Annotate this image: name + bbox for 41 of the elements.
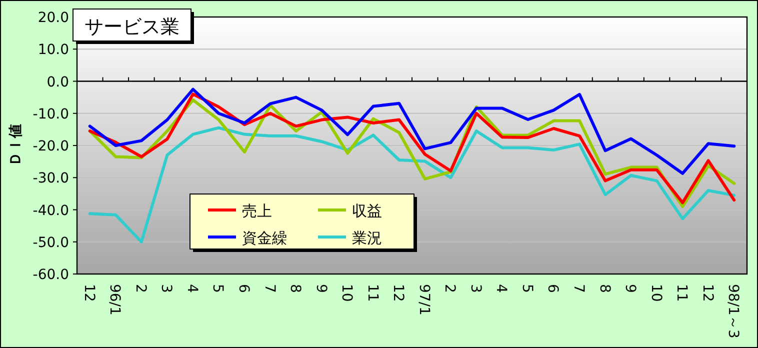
x-tick-label: 4 bbox=[184, 284, 200, 293]
x-tick-label: 5 bbox=[210, 284, 226, 293]
y-tick-label: -40.0 bbox=[32, 202, 69, 219]
y-tick-label: 20.0 bbox=[38, 10, 69, 26]
y-tick-label: 0.0 bbox=[46, 74, 69, 90]
legend-label: 売上 bbox=[242, 202, 272, 220]
x-tick-label: 98/1～3 bbox=[725, 284, 742, 338]
y-tick-label: -20.0 bbox=[32, 138, 69, 154]
y-tick-label: -30.0 bbox=[32, 170, 69, 187]
y-tick-label: -60.0 bbox=[32, 267, 69, 283]
chart-title: サービス業 bbox=[84, 16, 180, 38]
legend-label: 業況 bbox=[352, 229, 382, 247]
x-tick-label: 10 bbox=[338, 284, 355, 302]
x-tick-label: 12 bbox=[699, 284, 716, 302]
x-tick-label: 10 bbox=[648, 284, 664, 302]
x-tick-label: 8 bbox=[596, 284, 612, 293]
legend-label: 資金繰 bbox=[242, 229, 287, 247]
x-tick-label: 4 bbox=[493, 284, 510, 293]
x-tick-label: 96/1 bbox=[106, 284, 123, 316]
x-tick-label: 3 bbox=[467, 284, 484, 293]
y-tick-label: 10.0 bbox=[38, 42, 69, 58]
x-tick-label: 7 bbox=[570, 284, 586, 293]
x-tick-label: 5 bbox=[518, 284, 535, 293]
y-axis-title: ＤＩ値 bbox=[8, 124, 24, 166]
x-tick-label: 2 bbox=[442, 284, 458, 293]
x-tick-label: 6 bbox=[544, 284, 561, 293]
x-tick-label: 8 bbox=[287, 284, 304, 293]
x-tick-label: 2 bbox=[132, 284, 148, 293]
x-tick-label: 12 bbox=[80, 284, 97, 302]
x-tick-label: 11 bbox=[674, 284, 690, 302]
legend-label: 収益 bbox=[352, 202, 382, 220]
x-tick-label: 3 bbox=[158, 284, 174, 293]
x-tick-label: 12 bbox=[390, 284, 406, 302]
y-tick-label: -10.0 bbox=[32, 106, 69, 122]
y-tick-label: -50.0 bbox=[32, 234, 69, 251]
x-tick-label: 6 bbox=[236, 284, 252, 293]
x-tick-label: 9 bbox=[622, 284, 638, 293]
x-tick-label: 9 bbox=[312, 284, 329, 293]
x-tick-label: 97/1 bbox=[416, 284, 432, 316]
x-tick-label: 11 bbox=[364, 284, 380, 302]
x-tick-label: 7 bbox=[261, 284, 278, 293]
